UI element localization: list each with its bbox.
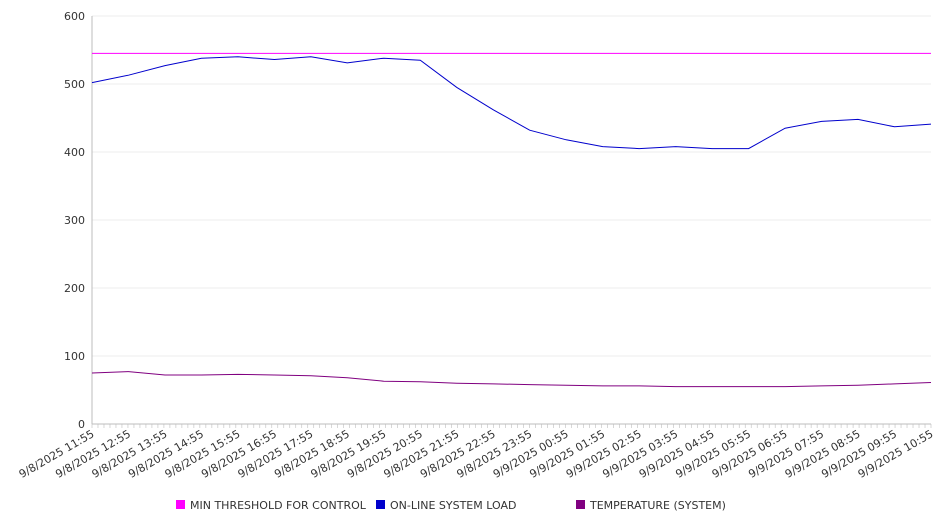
- y-tick-label: 500: [64, 78, 85, 91]
- y-tick-label: 300: [64, 214, 85, 227]
- legend-label: MIN THRESHOLD FOR CONTROL: [190, 499, 367, 512]
- y-tick-label: 0: [78, 418, 85, 431]
- legend-swatch: [376, 500, 385, 509]
- plot-area: [91, 52, 932, 388]
- legend-swatch: [176, 500, 185, 509]
- series-line: [91, 371, 932, 388]
- legend: MIN THRESHOLD FOR CONTROL ON-LINE SYSTEM …: [176, 499, 726, 512]
- legend-label: TEMPERATURE (SYSTEM): [589, 499, 726, 512]
- y-tick-label: 100: [64, 350, 85, 363]
- y-tick-label: 600: [64, 10, 85, 23]
- series-line: [91, 56, 932, 150]
- legend-label: ON-LINE SYSTEM LOAD: [390, 499, 516, 512]
- grid-lines: [92, 15, 931, 357]
- legend-item: TEMPERATURE (SYSTEM): [576, 499, 726, 512]
- y-tick-label: 400: [64, 146, 85, 159]
- legend-item: ON-LINE SYSTEM LOAD: [376, 499, 516, 512]
- y-tick-label: 200: [64, 282, 85, 295]
- legend-swatch: [576, 500, 585, 509]
- legend-item: MIN THRESHOLD FOR CONTROL: [176, 499, 367, 512]
- x-axis: 9/8/2025 11:559/8/2025 12:559/8/2025 13:…: [17, 423, 936, 481]
- y-axis: 0 100 200 300 400 500 600: [64, 10, 93, 431]
